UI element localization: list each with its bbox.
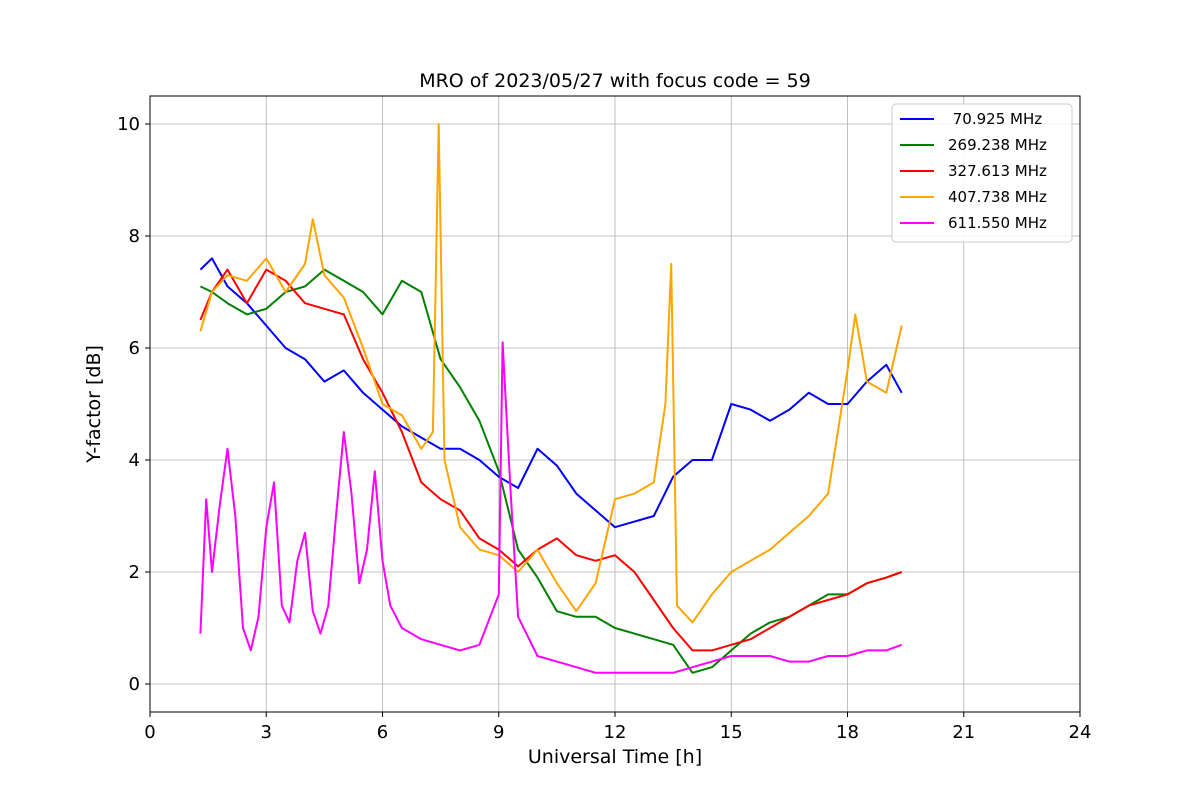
legend-entry: 327.613 MHz xyxy=(948,162,1047,180)
x-tick-label: 3 xyxy=(261,722,272,743)
y-tick-label: 4 xyxy=(129,450,140,471)
y-tick-label: 10 xyxy=(117,114,140,135)
chart-title: MRO of 2023/05/27 with focus code = 59 xyxy=(419,70,811,92)
series-line-3 xyxy=(199,268,903,652)
y-tick-label: 2 xyxy=(129,562,140,583)
legend-entry: 269.238 MHz xyxy=(948,136,1047,154)
x-tick-label: 6 xyxy=(377,722,388,743)
x-tick-label: 15 xyxy=(720,722,743,743)
x-axis-label: Universal Time [h] xyxy=(528,746,702,768)
y-tick-label: 8 xyxy=(129,226,140,247)
legend-entry: 70.925 MHz xyxy=(948,110,1042,128)
x-tick-label: 24 xyxy=(1069,722,1092,743)
series-line-5 xyxy=(199,341,903,674)
series-line-4 xyxy=(199,123,903,624)
y-tick-label: 6 xyxy=(129,338,140,359)
legend-entry: 407.738 MHz xyxy=(948,188,1047,206)
x-tick-label: 21 xyxy=(952,722,975,743)
x-tick-label: 18 xyxy=(836,722,859,743)
legend: 70.925 MHz 269.238 MHz 327.613 MHz 407.738 … xyxy=(891,103,1073,243)
series-layer xyxy=(199,123,903,674)
y-axis-label: Y-factor [dB] xyxy=(83,345,105,464)
x-tick-label: 12 xyxy=(604,722,627,743)
legend-box xyxy=(891,103,1073,243)
series-line-1 xyxy=(199,257,903,529)
legend-entry: 611.550 MHz xyxy=(948,214,1047,232)
y-tick-label: 0 xyxy=(129,674,140,695)
x-tick-label: 0 xyxy=(144,722,155,743)
x-tick-label: 9 xyxy=(493,722,504,743)
